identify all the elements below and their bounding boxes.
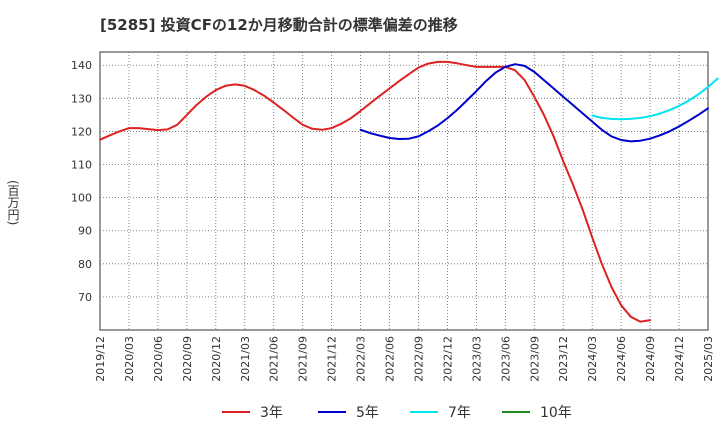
legend: 3年 5年 7年 10年 [0,402,720,426]
legend-label: 3年 [260,405,283,421]
chart-title: [5285] 投資CFの12か月移動合計の標準偏差の推移 [100,16,458,34]
x-tick-label: 2024/06 [615,336,628,382]
y-tick-label: 70 [78,291,92,304]
x-tick-label: 2020/09 [181,336,194,382]
y-tick-labels: 70 80 90 100 110 120 130 140 [71,59,92,304]
x-tick-label: 2022/03 [355,336,368,382]
x-tick-label: 2023/03 [470,336,483,382]
x-tick-label: 2021/09 [297,336,310,382]
line-chart: 70 80 90 100 110 120 130 140 2019/12 2020/03 2020… [71,51,719,382]
legend-swatch [410,411,438,413]
x-tick-label: 2023/12 [557,336,570,382]
x-tick-label: 2025/03 [702,336,715,382]
y-tick-label: 80 [78,258,92,271]
x-tick-label: 2021/06 [268,336,281,382]
legend-label: 5年 [356,405,379,421]
y-tick-label: 120 [71,125,92,138]
x-tick-label: 2022/06 [384,336,397,382]
x-tick-label: 2020/03 [123,336,136,382]
legend-swatch [318,411,346,413]
x-tick-label: 2022/09 [412,336,425,382]
y-tick-label: 90 [78,225,92,238]
x-tick-label: 2024/09 [644,336,657,382]
x-tick-label: 2022/12 [441,336,454,382]
legend-item: 5年 [318,402,379,422]
y-tick-label: 130 [71,92,92,105]
legend-item: 10年 [502,402,572,422]
y-tick-label: 140 [71,59,92,72]
y-axis-unit-label: (百万円) [6,180,20,226]
legend-label: 7年 [448,405,471,421]
series-lines [99,60,719,323]
x-tick-label: 2023/06 [499,336,512,382]
y-tick-label: 100 [71,192,92,205]
x-tick-label: 2020/06 [152,336,165,382]
legend-label: 10年 [540,405,572,421]
legend-item: 7年 [410,402,471,422]
series-line-1 [99,60,652,323]
series-line-3 [591,77,719,121]
grid-lines [100,52,708,330]
plot-area [99,51,709,331]
x-tick-label: 2021/12 [326,336,339,382]
x-tick-label: 2020/12 [210,336,223,382]
x-tick-label: 2019/12 [94,336,107,382]
y-tick-label: 110 [71,159,92,172]
x-tick-label: 2024/03 [586,336,599,382]
legend-swatch [502,411,530,413]
legend-item: 3年 [222,402,283,422]
x-tick-label: 2021/03 [239,336,252,382]
x-tick-label: 2023/09 [528,336,541,382]
series-line-2 [359,63,709,143]
x-tick-labels: 2019/12 2020/03 2020/06 2020/09 2020/12 2021/… [94,336,715,382]
legend-swatch [222,411,250,413]
x-tick-label: 2024/12 [673,336,686,382]
